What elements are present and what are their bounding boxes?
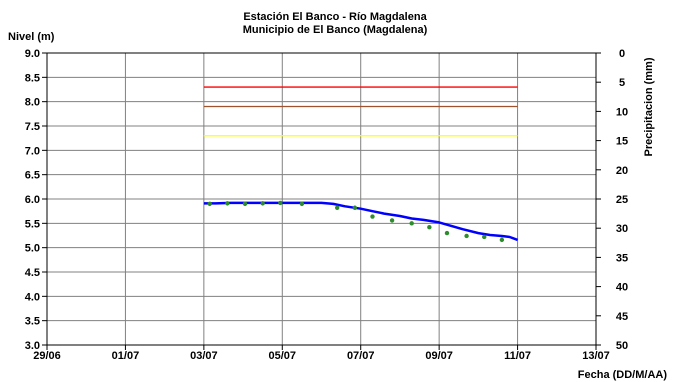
level-data-point — [499, 237, 505, 243]
x-axis-label: Fecha (DD/M/AA) — [578, 369, 668, 381]
y2-tick-label: 40 — [616, 282, 628, 294]
level-data-point — [389, 218, 395, 223]
level-data-point — [225, 201, 230, 206]
level-data-point — [427, 225, 432, 230]
x-tick-label: 09/07 — [425, 350, 453, 362]
y2-tick-label: 45 — [616, 311, 628, 323]
x-tick-label: 29/06 — [33, 350, 61, 362]
chart-title-line-2: Municipio de El Banco (Magdalena) — [243, 24, 428, 36]
y-tick-label: 8.0 — [25, 97, 40, 109]
level-data-point — [207, 201, 212, 207]
threshold-lines — [203, 86, 518, 137]
y-tick-label: 4.5 — [25, 267, 40, 279]
y2-tick-label: 0 — [619, 48, 625, 60]
x-tick-label: 01/07 — [112, 350, 140, 362]
level-data-point — [299, 201, 305, 207]
y-axis-label: Nivel (m) — [8, 31, 55, 43]
x-tick-label: 13/07 — [582, 350, 610, 362]
level-data-point — [464, 233, 469, 239]
y2-tick-label: 10 — [616, 106, 628, 118]
y-tick-label: 6.5 — [25, 170, 40, 182]
y-tick-label: 9.0 — [25, 48, 40, 60]
y2-tick-label: 5 — [619, 77, 625, 89]
y2-tick-label: 20 — [616, 165, 628, 177]
y-tick-label: 5.0 — [25, 243, 40, 255]
y-tick-label: 7.0 — [25, 145, 40, 157]
chart-title-line-1: Estación El Banco - Río Magdalena — [243, 11, 427, 23]
y2-tick-label: 25 — [616, 194, 628, 206]
level-data-point — [334, 205, 340, 210]
y2-axis-label: Precipitacion (mm) — [643, 57, 655, 156]
level-data-point — [278, 200, 283, 206]
level-data-point — [370, 214, 375, 219]
x-tick-label: 05/07 — [269, 350, 297, 362]
y-tick-label: 6.0 — [25, 194, 40, 206]
y-tick-label: 3.5 — [25, 316, 40, 328]
x-tick-label: 03/07 — [190, 350, 218, 362]
y-tick-label: 8.5 — [25, 72, 40, 84]
grid — [47, 53, 596, 345]
level-data-point — [352, 205, 358, 210]
y-tick-label: 5.5 — [25, 218, 40, 230]
level-data-point — [260, 201, 265, 206]
y-tick-label: 4.0 — [25, 291, 40, 303]
x-tick-label: 11/07 — [504, 350, 531, 362]
level-data-point — [409, 221, 414, 226]
y2-axis-ticks: 0 5 10 15 20 25 30 35 40 45 50 — [596, 48, 628, 352]
y2-tick-label: 35 — [616, 252, 628, 264]
y2-tick-label: 15 — [616, 136, 628, 148]
y2-tick-label: 50 — [616, 340, 628, 352]
level-data-point — [482, 234, 487, 240]
y-tick-label: 7.5 — [25, 121, 40, 133]
level-data-point — [242, 201, 248, 207]
y2-tick-label: 30 — [616, 223, 628, 235]
series-layer — [203, 200, 519, 243]
y-axis-ticks: 3.0 3.5 4.0 4.5 5.0 5.5 6.0 6.5 7.0 7.5 8.0 8.5 9.0 — [25, 48, 47, 352]
x-axis-ticks: 29/06 01/07 03/07 05/07 07/07 09/07 11/07 13/07 — [33, 345, 610, 362]
y-tick-label: 3.0 — [25, 340, 40, 352]
level-data-point — [444, 230, 450, 236]
x-tick-label: 07/07 — [347, 350, 375, 362]
